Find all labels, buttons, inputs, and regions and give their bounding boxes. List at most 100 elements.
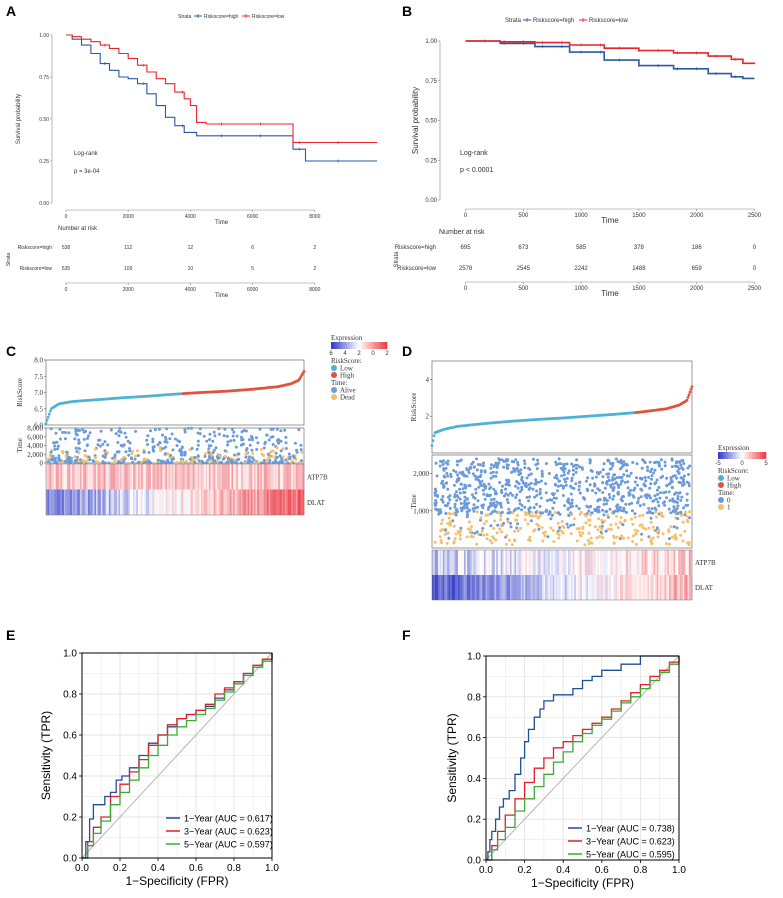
time-point-alive [448, 494, 452, 498]
time-point-alive [471, 472, 475, 476]
time-point-alive [277, 441, 280, 445]
heatmap-cell [120, 489, 123, 515]
time-point-alive [616, 491, 620, 495]
time-point-alive [578, 481, 581, 485]
time-point-dead [543, 534, 547, 537]
legend-gradient-step [718, 452, 721, 459]
time-point-alive [284, 435, 288, 439]
time-point-alive [479, 518, 482, 522]
time-point-alive [682, 480, 685, 484]
legend-time-alive-label: 0 [727, 497, 731, 505]
legend-title: Strata [178, 14, 192, 20]
legend-gradient-step [352, 342, 355, 349]
heatmap-cell [165, 464, 168, 490]
time-point-alive [597, 472, 601, 476]
time-point-alive [441, 495, 445, 498]
time-point-alive [57, 454, 61, 458]
heatmap-cell [574, 575, 577, 600]
time-point-dead [612, 541, 616, 545]
heatmap-cell [168, 489, 171, 515]
heatmap-cell [102, 489, 105, 515]
heatmap-cell [291, 489, 294, 515]
heatmap-cell [459, 550, 462, 575]
time-point-alive [559, 484, 563, 487]
heatmap-cell [537, 550, 540, 575]
legend-gradient-step [738, 452, 741, 459]
heatmap-cell [604, 550, 607, 575]
time-point-alive [276, 439, 280, 443]
heatmap-cell [184, 464, 187, 490]
heatmap-cell [289, 464, 292, 490]
heatmap-cell [591, 575, 593, 600]
time-point-alive [578, 491, 582, 495]
time-point-alive [161, 433, 164, 437]
heatmap-cell [192, 464, 195, 490]
time-point-alive [297, 428, 301, 432]
time-point-dead [619, 516, 623, 519]
y-tick-label: 1.00 [425, 39, 437, 45]
x-tick-label: 2000 [123, 214, 134, 220]
heatmap-cell [176, 464, 179, 490]
time-point-alive [570, 476, 574, 480]
heatmap-cell [205, 489, 208, 515]
time-point-alive [279, 449, 283, 453]
time-point-alive [663, 464, 667, 468]
time-point-alive [456, 473, 460, 477]
time-point-alive [478, 480, 482, 484]
heatmap-cell [618, 550, 621, 575]
heatmap-cell [435, 550, 437, 575]
time-point-alive [279, 429, 283, 433]
time-point-alive [222, 434, 226, 438]
time-point-alive [213, 459, 217, 463]
time-point-dead [549, 526, 553, 530]
time-point-dead [598, 535, 602, 538]
heatmap-cell [685, 550, 688, 575]
time-point-alive [500, 458, 504, 462]
time-point-dead [223, 454, 227, 458]
time-point-alive [489, 466, 493, 470]
heatmap-cell [78, 489, 81, 515]
legend-gradient-step [347, 342, 350, 349]
heatmap-cell [191, 464, 194, 490]
time-point-alive [607, 459, 611, 463]
heatmap-cell [673, 575, 676, 600]
heatmap-cell [46, 464, 48, 490]
time-point-alive [683, 513, 687, 517]
time-point-alive [650, 474, 654, 478]
heatmap-cell [152, 489, 155, 515]
time-point-alive [663, 503, 667, 507]
heatmap-cell [438, 550, 440, 575]
heatmap-cell [154, 489, 156, 515]
time-point-alive [679, 481, 683, 485]
time-point-alive [250, 456, 254, 460]
time-point-alive [676, 465, 679, 468]
heatmap-cell [108, 464, 111, 490]
time-point-alive [204, 461, 208, 465]
riskscore-frame [45, 359, 305, 426]
time-point-alive [529, 519, 533, 523]
time-point-dead [480, 529, 484, 533]
time-point-dead [560, 529, 564, 533]
time-point-dead [159, 449, 162, 453]
heatmap-cell [474, 575, 477, 600]
heatmap-cell [453, 575, 456, 600]
time-point-alive [256, 441, 260, 445]
time-point-alive [441, 463, 445, 466]
heatmap-cell [184, 489, 187, 515]
time-point-dead [134, 454, 138, 458]
time-point-alive [631, 461, 635, 464]
time-point-dead [498, 527, 502, 531]
heatmap-cell [121, 489, 124, 515]
time-point-dead [267, 455, 271, 459]
heatmap-cell [451, 550, 454, 575]
time-point-dead [209, 460, 213, 464]
panel-a-km-plot: Strata Riskscore=high Riskscore=low0.000.2… [6, 14, 377, 299]
risk-count: 378 [634, 245, 645, 251]
time-point-alive [620, 480, 623, 483]
panel-b-km-plot: Strata Riskscore=high Riskscore=low0.000.2… [394, 18, 762, 298]
heatmap-cell [252, 464, 255, 490]
heatmap-cell [62, 489, 65, 515]
time-point-alive [552, 492, 556, 496]
time-point-dead [556, 521, 560, 525]
heatmap-cell [199, 464, 202, 490]
